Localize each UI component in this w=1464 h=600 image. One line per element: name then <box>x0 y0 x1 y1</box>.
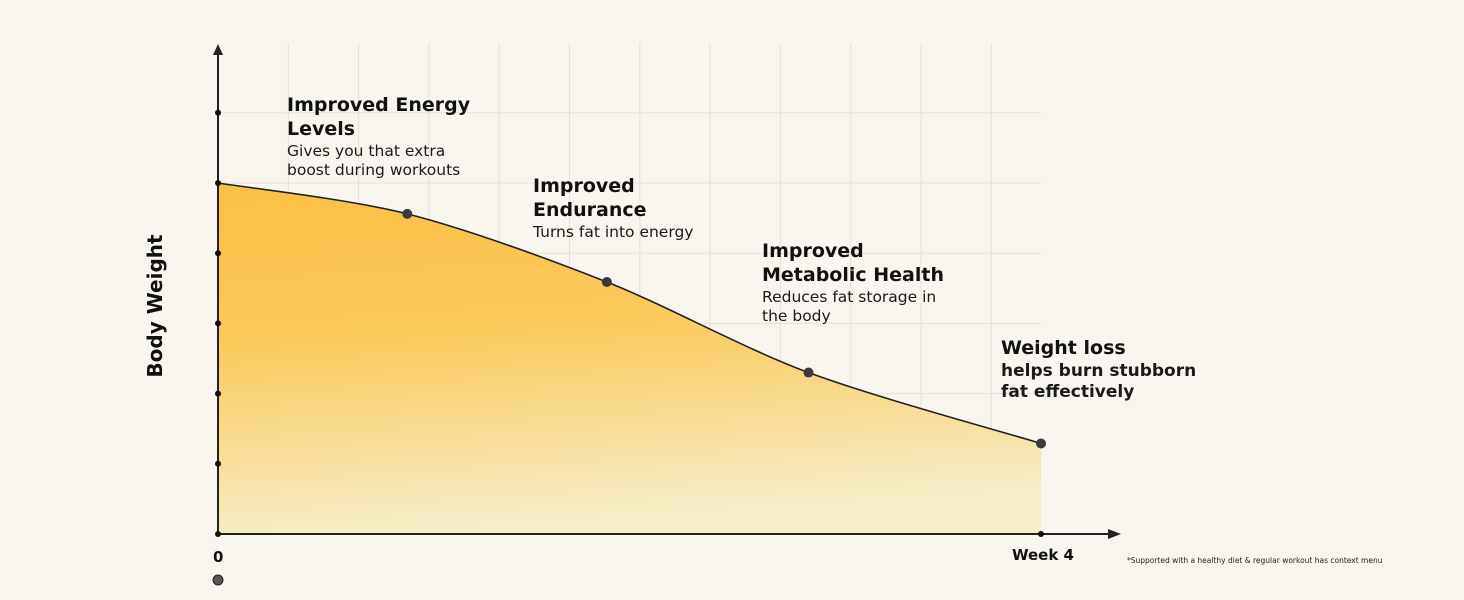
annotation-title: Levels <box>287 117 356 140</box>
y-axis-label: Body Weight <box>143 234 167 378</box>
area-fill <box>218 183 1041 534</box>
annotation-text: fat effectively <box>1001 382 1135 402</box>
y-tick-dot <box>215 390 221 397</box>
x-tick-label-0: 0 <box>213 548 224 566</box>
annotation-endurance: Improved Endurance Turns fat into energy <box>533 175 693 242</box>
annotation-text: helps burn stubborn <box>1001 360 1197 381</box>
annotation-title: Weight loss <box>1001 337 1126 359</box>
annotation-text: Turns fat into energy <box>533 222 694 241</box>
origin-marker-icon <box>212 574 224 586</box>
annotation-energy: Improved Energy Levels Gives you that ex… <box>287 94 470 180</box>
annotation-text: the body <box>762 306 831 325</box>
annotation-text: boost during workouts <box>287 160 461 179</box>
annotation-title: Improved Energy <box>287 94 471 116</box>
y-tick-dot <box>215 531 221 537</box>
annotation-title: Endurance <box>533 198 647 221</box>
annotation-metabolic: Improved Metabolic Health Reduces fat st… <box>762 240 944 326</box>
data-point <box>402 208 413 219</box>
x-tick-dot <box>1038 531 1044 537</box>
footnote: *Supported with a healthy diet & regular… <box>1127 556 1383 565</box>
annotation-title: Improved <box>762 240 864 262</box>
y-tick-dot <box>215 180 221 186</box>
annotation-weight-loss: Weight loss helps burn stubborn fat effe… <box>1001 337 1196 403</box>
data-point <box>803 367 814 378</box>
annotation-title: Improved <box>533 175 635 197</box>
data-point <box>1036 438 1046 449</box>
annotation-text: Reduces fat storage in <box>762 287 937 306</box>
data-point <box>601 276 612 287</box>
y-tick-dot <box>215 460 221 467</box>
y-tick-dot <box>215 250 221 257</box>
annotation-text: Gives you that extra <box>287 141 446 160</box>
y-tick-dot <box>215 320 221 327</box>
x-axis-arrow-icon <box>1108 529 1121 539</box>
x-tick-label-week-4: Week 4 <box>1012 546 1074 564</box>
annotation-title: Metabolic Health <box>762 263 944 286</box>
y-axis-arrow-icon <box>213 44 223 55</box>
y-tick-dot <box>215 109 221 116</box>
